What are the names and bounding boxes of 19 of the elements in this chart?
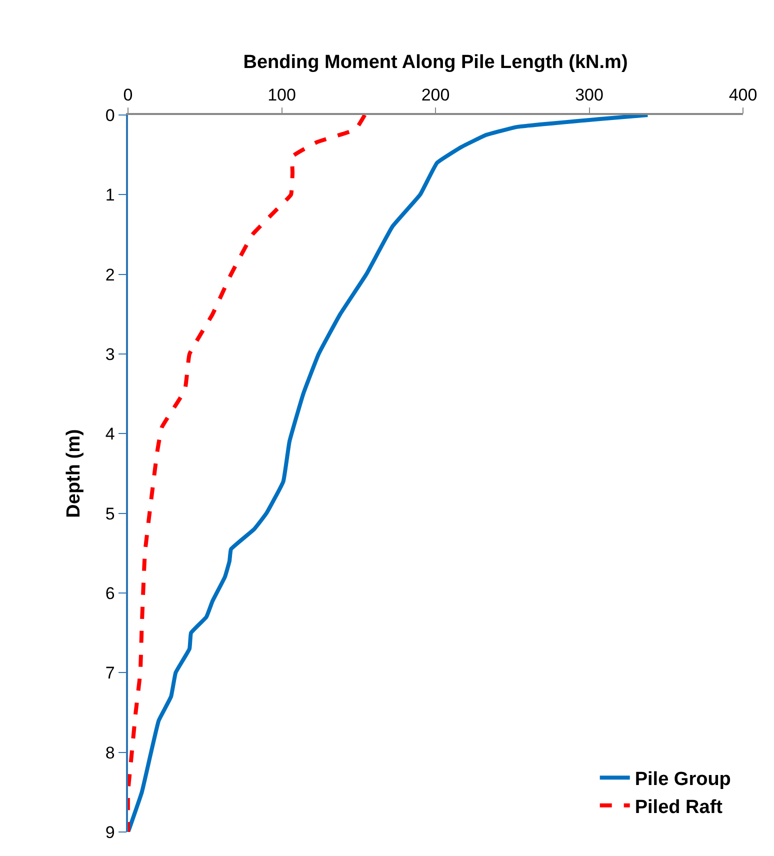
y-tick-label: 2: [105, 265, 115, 284]
legend-label: Piled Raft: [634, 796, 724, 818]
x-tick-label: 200: [421, 85, 450, 104]
y-tick-label: 4: [105, 424, 115, 444]
y-tick-label: 0: [105, 106, 115, 125]
y-tick-label: 5: [105, 504, 115, 524]
x-tick-label: 100: [268, 85, 296, 104]
y-tick-label: 3: [105, 344, 115, 364]
x-tick-label: 300: [575, 85, 604, 104]
x-tick-label: 0: [123, 85, 133, 104]
y-tick-label: 6: [105, 584, 115, 603]
y-tick-label: 1: [105, 186, 115, 205]
y-axis-title: Depth (m): [64, 429, 85, 518]
x-tick-label: 400: [728, 85, 758, 104]
y-tick-label: 8: [105, 743, 115, 762]
y-tick-label: 9: [105, 822, 115, 842]
legend-label: Pile Group: [634, 769, 731, 790]
y-tick-label: 7: [105, 664, 115, 683]
x-axis-title: Bending Moment Along Pile Length (kN.m): [243, 52, 628, 73]
